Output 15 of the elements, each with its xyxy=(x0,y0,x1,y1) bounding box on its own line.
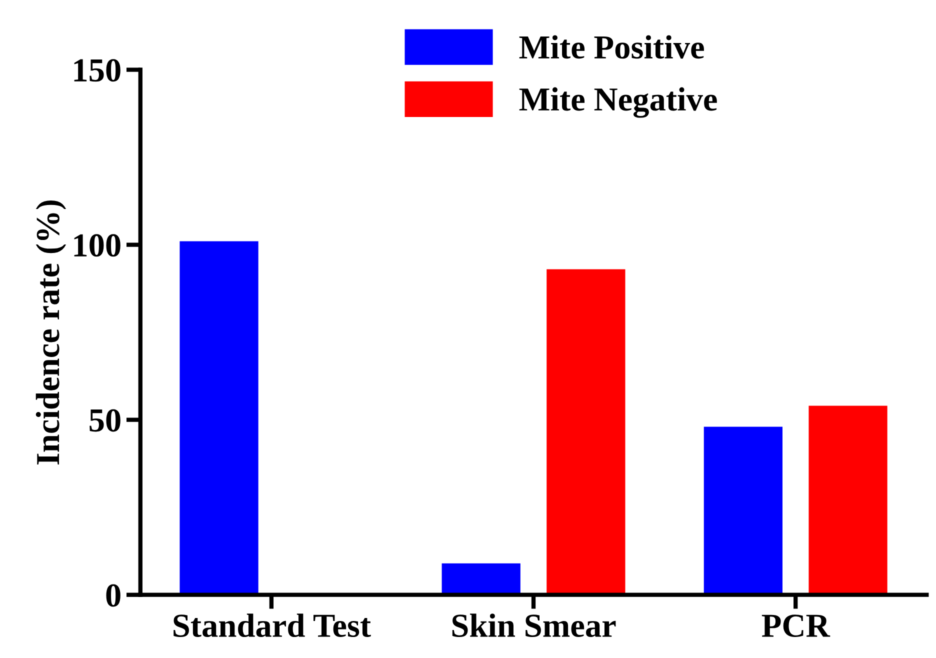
y-tick-label: 150 xyxy=(74,59,120,82)
x-tick-label: Skin Smear xyxy=(452,614,616,638)
bar xyxy=(546,269,626,595)
x-tick-label: PCR xyxy=(762,614,830,638)
legend-label: Mite Positive xyxy=(519,35,704,59)
x-tick-label: Standard Test xyxy=(174,614,371,638)
bar xyxy=(442,563,520,595)
legend-label: Mite Negative xyxy=(519,87,717,118)
y-tick-label: 0 xyxy=(106,584,120,607)
y-tick-label: 50 xyxy=(90,409,120,432)
bar xyxy=(808,406,888,595)
y-axis-title: Incidence rate (%) xyxy=(36,200,66,464)
y-tick-label: 100 xyxy=(74,234,120,257)
bar xyxy=(704,426,782,595)
bar xyxy=(180,241,258,595)
